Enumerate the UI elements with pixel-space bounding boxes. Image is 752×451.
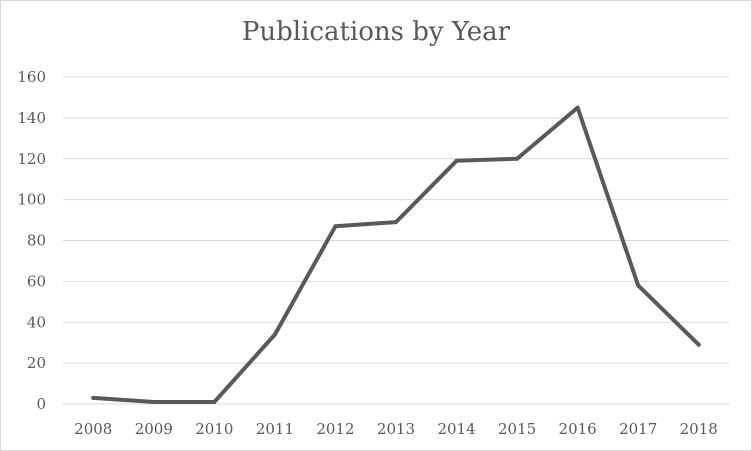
series-layer bbox=[91, 105, 701, 404]
gridlines bbox=[63, 76, 729, 405]
y-tick-label: 160 bbox=[17, 68, 46, 86]
data-point bbox=[272, 332, 277, 337]
x-tick-label: 2011 bbox=[256, 420, 294, 438]
chart-title: Publications by Year bbox=[241, 17, 511, 47]
series-line bbox=[91, 105, 701, 404]
x-tick-label: 2009 bbox=[135, 420, 173, 438]
x-tick-label: 2017 bbox=[619, 420, 657, 438]
x-tick-label: 2014 bbox=[437, 420, 475, 438]
data-point bbox=[394, 220, 398, 225]
x-tick-label: 2016 bbox=[559, 420, 597, 438]
data-point bbox=[151, 399, 156, 404]
y-tick-label: 60 bbox=[27, 272, 46, 290]
x-tick-label: 2008 bbox=[74, 420, 112, 438]
data-point bbox=[575, 105, 580, 110]
x-tick-label: 2012 bbox=[316, 420, 354, 438]
y-tick-label: 100 bbox=[17, 191, 46, 209]
x-axis: 2008 2009 2010 2011 2012 2013 2014 2015 2016 2017… bbox=[74, 420, 718, 438]
data-point bbox=[515, 156, 520, 161]
data-point bbox=[91, 395, 96, 400]
data-point bbox=[696, 342, 701, 347]
data-point bbox=[333, 224, 338, 229]
data-point bbox=[212, 399, 217, 404]
data-point bbox=[454, 158, 459, 163]
x-tick-label: 2018 bbox=[680, 420, 718, 438]
y-axis: 0 20 40 60 80 100 120 140 160 bbox=[17, 68, 46, 413]
x-tick-label: 2013 bbox=[377, 420, 415, 438]
x-tick-label: 2015 bbox=[498, 420, 536, 438]
y-tick-label: 80 bbox=[27, 232, 46, 250]
y-tick-label: 140 bbox=[17, 109, 46, 127]
y-tick-label: 0 bbox=[36, 395, 46, 413]
y-tick-label: 40 bbox=[27, 313, 46, 331]
y-tick-label: 20 bbox=[27, 354, 46, 372]
data-point bbox=[636, 283, 641, 288]
y-tick-label: 120 bbox=[17, 150, 46, 168]
x-tick-label: 2010 bbox=[195, 420, 233, 438]
